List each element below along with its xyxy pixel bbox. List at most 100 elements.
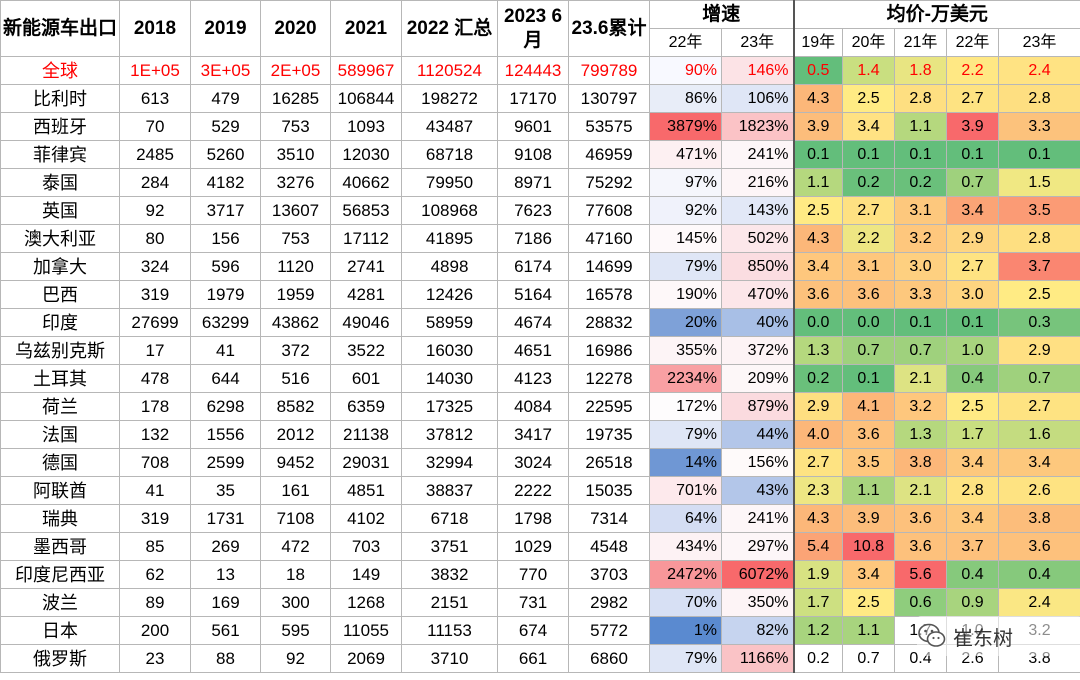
- volume-cell: 16578: [568, 280, 650, 309]
- volume-cell: 17325: [401, 392, 498, 421]
- country-cell: 澳大利亚: [0, 224, 120, 253]
- volume-cell: 613: [119, 84, 191, 113]
- price-cell: 3.0: [946, 280, 1000, 309]
- volume-cell: 6718: [401, 504, 498, 533]
- price-cell: 3.6: [792, 280, 844, 309]
- growth-cell: 44%: [720, 420, 795, 449]
- volume-cell: 770: [497, 560, 569, 589]
- volume-cell: 3276: [260, 168, 331, 197]
- year-header-2021: 2021: [330, 0, 402, 57]
- growth-cell: 143%: [720, 196, 795, 225]
- price-cell: 3.9: [792, 112, 844, 141]
- volume-cell: 2599: [190, 448, 261, 477]
- country-cell: 荷兰: [0, 392, 120, 421]
- volume-cell: 17112: [330, 224, 402, 253]
- growth-cell: 86%: [649, 84, 722, 113]
- wechat-icon: [918, 623, 946, 647]
- volume-cell: 4548: [568, 532, 650, 561]
- volume-cell: 37812: [401, 420, 498, 449]
- volume-cell: 70: [119, 112, 191, 141]
- volume-cell: 19735: [568, 420, 650, 449]
- volume-cell: 21138: [330, 420, 402, 449]
- year-header-2023-june: 2023 6月: [497, 0, 569, 57]
- price-cell: 0.0: [842, 308, 896, 337]
- price-cell: 1.4: [842, 56, 896, 85]
- price-sub-header-19: 19年: [792, 28, 844, 57]
- volume-cell: 3510: [260, 140, 331, 169]
- volume-cell: 479: [190, 84, 261, 113]
- volume-cell: 89: [119, 588, 191, 617]
- volume-cell: 2012: [260, 420, 331, 449]
- volume-cell: 106844: [330, 84, 402, 113]
- price-sub-header-20: 20年: [842, 28, 896, 57]
- volume-cell: 319: [119, 280, 191, 309]
- volume-cell: 68718: [401, 140, 498, 169]
- price-cell: 0.2: [792, 644, 844, 673]
- volume-cell: 284: [119, 168, 191, 197]
- volume-cell: 79950: [401, 168, 498, 197]
- volume-cell: 41895: [401, 224, 498, 253]
- country-cell: 土耳其: [0, 364, 120, 393]
- price-cell: 0.7: [998, 364, 1080, 393]
- growth-cell: 1%: [649, 616, 722, 645]
- price-cell: 3.2: [894, 224, 948, 253]
- volume-cell: 3703: [568, 560, 650, 589]
- volume-cell: 1093: [330, 112, 402, 141]
- volume-cell: 1731: [190, 504, 261, 533]
- price-cell: 0.4: [946, 560, 1000, 589]
- price-cell: 1.1: [792, 168, 844, 197]
- volume-cell: 674: [497, 616, 569, 645]
- growth-cell: 502%: [720, 224, 795, 253]
- volume-cell: 3710: [401, 644, 498, 673]
- growth-cell: 40%: [720, 308, 795, 337]
- price-cell: 0.9: [946, 588, 1000, 617]
- growth-cell: 470%: [720, 280, 795, 309]
- year-header-2018: 2018: [119, 0, 191, 57]
- price-cell: 2.5: [842, 84, 896, 113]
- price-cell: 2.5: [792, 196, 844, 225]
- country-cell: 日本: [0, 616, 120, 645]
- growth-cell: 92%: [649, 196, 722, 225]
- growth-cell: 70%: [649, 588, 722, 617]
- price-cell: 3.4: [998, 448, 1080, 477]
- price-cell: 3.1: [894, 196, 948, 225]
- price-cell: 3.4: [792, 252, 844, 281]
- price-cell: 0.1: [894, 140, 948, 169]
- price-cell: 3.0: [894, 252, 948, 281]
- price-cell: 2.4: [998, 588, 1080, 617]
- price-cell: 3.1: [842, 252, 896, 281]
- country-cell: 比利时: [0, 84, 120, 113]
- price-cell: 3.9: [946, 112, 1000, 141]
- price-cell: 1.1: [842, 476, 896, 505]
- volume-cell: 1120: [260, 252, 331, 281]
- country-cell: 俄罗斯: [0, 644, 120, 673]
- volume-cell: 11153: [401, 616, 498, 645]
- growth-cell: 106%: [720, 84, 795, 113]
- volume-cell: 77608: [568, 196, 650, 225]
- price-cell: 2.1: [894, 476, 948, 505]
- price-cell: 1.5: [998, 168, 1080, 197]
- volume-cell: 13: [190, 560, 261, 589]
- country-cell: 英国: [0, 196, 120, 225]
- volume-cell: 32994: [401, 448, 498, 477]
- table-row: 土耳其 478 644 516 601 14030 4123 12278 2234% 209% 0.…: [0, 364, 1080, 393]
- volume-cell: 17170: [497, 84, 569, 113]
- growth-sub-header-23: 23年: [720, 28, 795, 57]
- table-row: 阿联酋 41 35 161 4851 38837 2222 15035 701% 43% 2.3 1.…: [0, 476, 1080, 505]
- year-header-2022-total: 2022 汇总: [401, 0, 498, 57]
- price-cell: 3.3: [998, 112, 1080, 141]
- volume-cell: 595: [260, 616, 331, 645]
- price-cell: 3.3: [894, 280, 948, 309]
- price-cell: 3.4: [946, 504, 1000, 533]
- volume-cell: 41: [190, 336, 261, 365]
- volume-cell: 75292: [568, 168, 650, 197]
- growth-cell: 79%: [649, 420, 722, 449]
- volume-cell: 41: [119, 476, 191, 505]
- growth-cell: 146%: [720, 56, 795, 85]
- volume-cell: 17: [119, 336, 191, 365]
- price-cell: 2.4: [998, 56, 1080, 85]
- price-cell: 2.6: [998, 476, 1080, 505]
- table-row: 加拿大 324 596 1120 2741 4898 6174 14699 79% 850% 3.4…: [0, 252, 1080, 281]
- price-cell: 2.9: [946, 224, 1000, 253]
